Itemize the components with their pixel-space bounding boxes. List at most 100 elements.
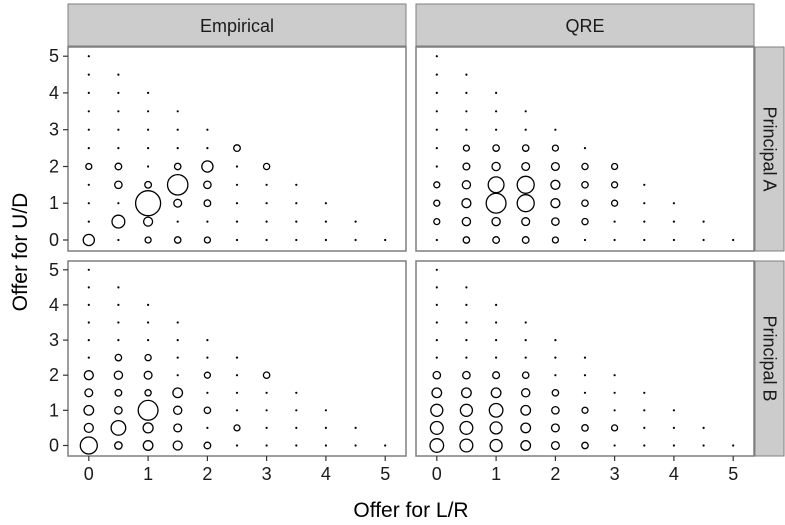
data-point-empirical-principal-b xyxy=(262,371,271,380)
data-point-qre-principal-a xyxy=(521,161,531,172)
grid-dot-empirical-principal-b xyxy=(235,356,239,359)
grid-dot-empirical-principal-b xyxy=(235,374,239,377)
data-point-qre-principal-a xyxy=(521,236,530,244)
grid-dot-empirical-principal-b xyxy=(206,356,209,359)
y-tick-label: 1 xyxy=(49,193,59,213)
grid-dot-empirical-principal-a xyxy=(117,202,120,205)
grid-dot-empirical-principal-a xyxy=(147,147,150,150)
grid-dot-qre-principal-a xyxy=(672,238,676,242)
grid-dot-empirical-principal-a xyxy=(295,183,298,186)
data-point-qre-principal-a xyxy=(461,198,472,209)
grid-dot-empirical-principal-a xyxy=(324,202,327,205)
data-point-qre-principal-a xyxy=(516,175,535,194)
data-point-qre-principal-a xyxy=(491,216,501,227)
data-point-qre-principal-a xyxy=(551,144,560,152)
x-tick-label: 3 xyxy=(262,464,272,484)
data-point-qre-principal-b xyxy=(430,403,444,417)
x-tick-label: 1 xyxy=(491,464,501,484)
data-point-qre-principal-a xyxy=(551,217,560,226)
data-point-empirical-principal-b xyxy=(114,388,123,397)
data-point-empirical-principal-b xyxy=(83,370,94,381)
grid-dot-empirical-principal-a xyxy=(147,128,150,131)
data-point-qre-principal-a xyxy=(461,180,472,190)
data-point-empirical-principal-b xyxy=(172,440,183,451)
grid-dot-qre-principal-b xyxy=(613,391,616,394)
grid-dot-empirical-principal-a xyxy=(87,73,90,76)
grid-dot-empirical-principal-a xyxy=(117,238,120,242)
grid-dot-empirical-principal-a xyxy=(176,128,179,131)
data-point-qre-principal-a xyxy=(550,179,561,190)
grid-dot-qre-principal-b xyxy=(435,303,438,306)
grid-dot-qre-principal-a xyxy=(495,110,498,113)
data-point-qre-principal-b xyxy=(581,441,589,450)
grid-dot-qre-principal-b xyxy=(732,444,735,447)
grid-dot-empirical-principal-a xyxy=(324,220,327,223)
grid-dot-empirical-principal-b xyxy=(354,444,357,447)
data-point-qre-principal-b xyxy=(551,388,560,397)
grid-dot-qre-principal-a xyxy=(435,128,438,131)
grid-dot-qre-principal-b xyxy=(672,409,676,412)
grid-dot-empirical-principal-b xyxy=(117,339,120,342)
grid-dot-empirical-principal-a xyxy=(176,220,179,223)
grid-dot-empirical-principal-a xyxy=(176,147,179,150)
data-point-empirical-principal-a xyxy=(85,162,93,171)
grid-dot-qre-principal-b xyxy=(524,321,527,324)
grid-dot-empirical-principal-b xyxy=(87,321,90,324)
data-point-qre-principal-a xyxy=(461,216,472,227)
grid-dot-empirical-principal-b xyxy=(235,409,239,412)
data-point-qre-principal-a xyxy=(581,180,589,189)
y-tick-label: 3 xyxy=(49,120,59,140)
grid-dot-qre-principal-a xyxy=(465,128,468,131)
grid-dot-empirical-principal-a xyxy=(206,128,209,131)
grid-dot-qre-principal-a xyxy=(435,110,438,113)
data-point-empirical-principal-b xyxy=(233,424,241,432)
data-point-empirical-principal-b xyxy=(203,441,212,450)
grid-dot-empirical-principal-a xyxy=(206,220,209,223)
data-point-empirical-principal-b xyxy=(142,422,154,434)
grid-dot-empirical-principal-a xyxy=(354,220,357,223)
data-point-empirical-principal-b xyxy=(114,405,123,415)
grid-dot-empirical-principal-a xyxy=(384,238,387,242)
data-point-qre-principal-b xyxy=(520,404,532,416)
data-point-qre-principal-b xyxy=(459,420,474,435)
grid-dot-empirical-principal-a xyxy=(235,220,239,223)
data-point-qre-principal-a xyxy=(516,194,535,213)
grid-dot-qre-principal-b xyxy=(495,356,498,359)
grid-dot-qre-principal-b xyxy=(702,426,705,429)
grid-dot-qre-principal-a xyxy=(702,238,705,242)
grid-dot-qre-principal-a xyxy=(435,147,438,150)
data-point-qre-principal-a xyxy=(550,198,561,209)
panel-empirical-principal-a xyxy=(67,46,407,252)
grid-dot-empirical-principal-b xyxy=(354,426,357,429)
grid-dot-empirical-principal-b xyxy=(147,339,150,342)
data-point-empirical-principal-b xyxy=(172,387,184,399)
grid-dot-qre-principal-b xyxy=(495,303,498,306)
data-point-empirical-principal-a xyxy=(166,173,189,196)
grid-dot-empirical-principal-b xyxy=(384,444,387,447)
grid-dot-empirical-principal-b xyxy=(206,339,209,342)
grid-dot-qre-principal-a xyxy=(435,55,438,58)
grid-dot-empirical-principal-b xyxy=(235,444,239,447)
grid-dot-empirical-principal-b xyxy=(176,321,179,324)
data-point-qre-principal-b xyxy=(488,402,504,418)
grid-dot-empirical-principal-a xyxy=(324,238,327,242)
data-point-empirical-principal-a xyxy=(111,214,126,229)
grid-dot-qre-principal-a xyxy=(583,238,587,242)
grid-dot-empirical-principal-b xyxy=(147,321,150,324)
data-point-qre-principal-a xyxy=(433,199,441,207)
data-point-qre-principal-b xyxy=(610,424,619,432)
grid-dot-empirical-principal-b xyxy=(176,356,179,359)
data-point-qre-principal-b xyxy=(431,387,443,399)
grid-dot-empirical-principal-b xyxy=(324,444,327,447)
data-point-qre-principal-a xyxy=(462,162,471,171)
grid-dot-empirical-principal-b xyxy=(295,391,298,394)
grid-dot-empirical-principal-b xyxy=(324,409,327,412)
data-point-empirical-principal-b xyxy=(173,423,183,433)
data-point-empirical-principal-b xyxy=(114,441,123,450)
data-point-empirical-principal-a xyxy=(173,162,182,171)
data-point-qre-principal-b xyxy=(459,403,474,417)
data-point-empirical-principal-a xyxy=(134,190,162,217)
data-point-empirical-principal-a xyxy=(203,199,212,208)
y-tick-label: 5 xyxy=(49,260,59,280)
